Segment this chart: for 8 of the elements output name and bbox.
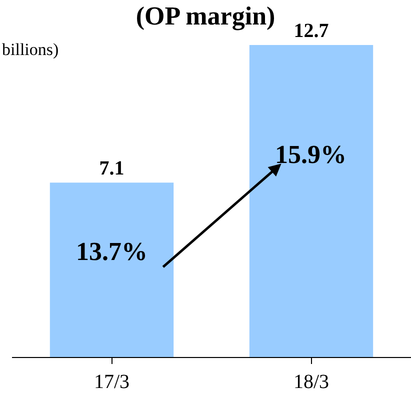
chart-title: (OP margin) (136, 1, 276, 30)
data-label: 7.1 (99, 158, 124, 180)
x-tick-label: 17/3 (94, 371, 130, 393)
data-label: 12.7 (294, 20, 329, 42)
x-tick-label: 18/3 (293, 371, 330, 393)
annotation: 13.7% (76, 237, 148, 266)
annotation: billions) (2, 40, 59, 59)
annotation: 15.9% (275, 140, 346, 169)
